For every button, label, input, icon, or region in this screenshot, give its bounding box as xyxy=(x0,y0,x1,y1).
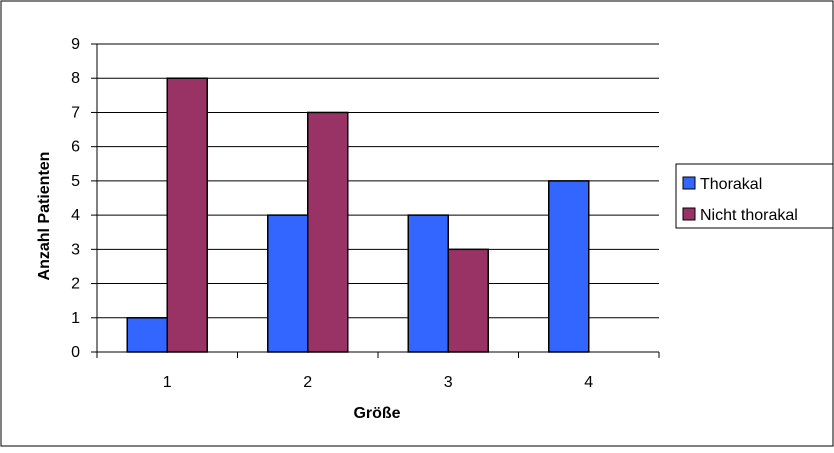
y-tick-label: 1 xyxy=(71,310,80,327)
x-tick-label: 2 xyxy=(303,374,312,391)
x-tick-label: 4 xyxy=(584,374,593,391)
bar-nicht-thorakal xyxy=(447,248,489,353)
bar-thorakal xyxy=(126,317,168,353)
legend-swatch-thorakal xyxy=(682,176,696,190)
y-tick-label: 3 xyxy=(71,241,80,258)
y-tick-label: 9 xyxy=(71,36,80,53)
x-tick-label: 3 xyxy=(444,374,453,391)
y-tick-label: 7 xyxy=(71,104,80,121)
y-tick-label: 2 xyxy=(71,276,80,293)
bars xyxy=(126,77,590,353)
bar-nicht-thorakal xyxy=(307,111,349,353)
y-axis-label: Anzahl Patienten xyxy=(36,152,53,281)
legend-box xyxy=(675,163,834,229)
y-tick-label: 6 xyxy=(71,139,80,156)
bar-thorakal xyxy=(267,214,309,353)
legend-label-thorakal: Thorakal xyxy=(700,176,762,193)
y-tick-label: 0 xyxy=(71,344,80,361)
y-tick-labels: 0 1 2 3 4 5 6 7 8 9 xyxy=(71,36,80,361)
y-tick-label: 5 xyxy=(71,173,80,190)
legend: Thorakal Nicht thorakal xyxy=(675,163,834,229)
x-tick-labels: 1 2 3 4 xyxy=(163,374,594,391)
y-tick-label: 8 xyxy=(71,70,80,87)
bar-thorakal xyxy=(548,180,590,353)
bar-nicht-thorakal xyxy=(166,77,208,353)
x-axis-label: Größe xyxy=(353,405,400,422)
bar-thorakal xyxy=(407,214,449,353)
y-tick-label: 4 xyxy=(71,207,80,224)
x-tick-label: 1 xyxy=(163,374,172,391)
legend-label-nicht-thorakal: Nicht thorakal xyxy=(700,207,798,224)
legend-swatch-nicht-thorakal xyxy=(682,207,696,221)
